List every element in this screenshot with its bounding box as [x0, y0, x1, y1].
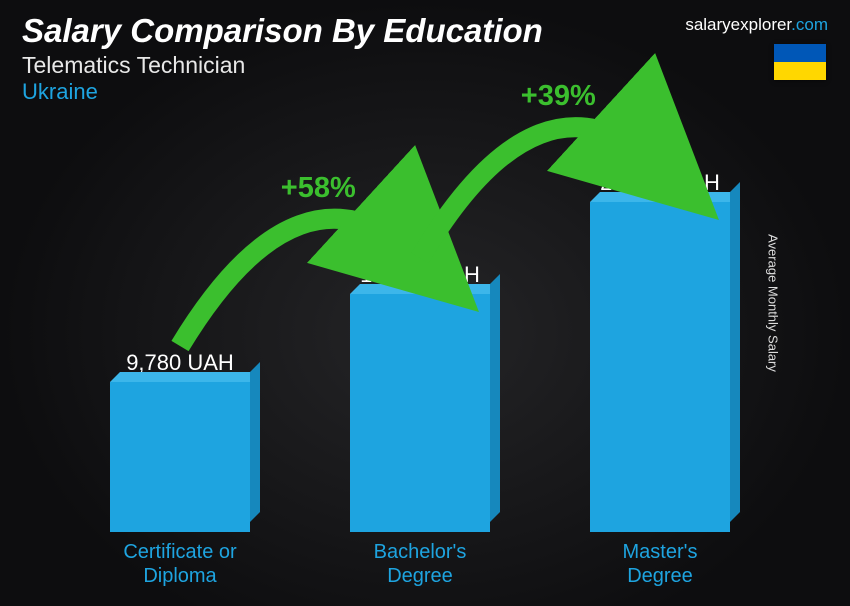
bar-group: 9,780 UAH	[80, 350, 280, 532]
bar-group: 15,500 UAH	[320, 262, 520, 532]
country-label: Ukraine	[22, 79, 828, 105]
brand-domain: .com	[791, 15, 828, 34]
bar-side-face	[490, 274, 500, 522]
brand-name: salaryexplorer	[685, 15, 791, 34]
country-flag-icon	[774, 44, 826, 80]
bar-top-face	[350, 284, 500, 294]
bar-front-face	[110, 382, 250, 532]
bars-area: 9,780 UAH15,500 UAH21,500 UAH	[60, 140, 780, 532]
x-axis-label: Certificate orDiploma	[80, 540, 280, 588]
bar-front-face	[350, 294, 490, 532]
bar-front-face	[590, 202, 730, 532]
flag-stripe-top	[774, 44, 826, 62]
bar-top-face	[110, 372, 260, 382]
brand-watermark: salaryexplorer.com	[685, 15, 828, 35]
bar	[350, 294, 490, 532]
x-axis-label: Bachelor'sDegree	[320, 540, 520, 588]
x-axis-labels: Certificate orDiploma Bachelor'sDegree Mas…	[60, 540, 780, 588]
bar	[590, 202, 730, 532]
bar-chart: 9,780 UAH15,500 UAH21,500 UAH Certificat…	[60, 140, 780, 588]
chart-subtitle: Telematics Technician	[22, 52, 828, 79]
flag-stripe-bottom	[774, 62, 826, 80]
bar-top-face	[590, 192, 740, 202]
bar-side-face	[730, 182, 740, 522]
x-axis-label: Master'sDegree	[560, 540, 760, 588]
bar-group: 21,500 UAH	[560, 170, 760, 532]
bar	[110, 382, 250, 532]
bar-side-face	[250, 362, 260, 522]
